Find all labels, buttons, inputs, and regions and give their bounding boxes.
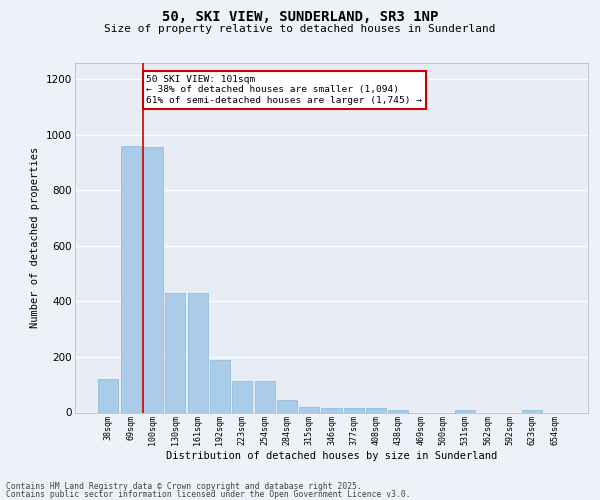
Text: 50, SKI VIEW, SUNDERLAND, SR3 1NP: 50, SKI VIEW, SUNDERLAND, SR3 1NP: [162, 10, 438, 24]
Bar: [366, 408, 386, 412]
X-axis label: Distribution of detached houses by size in Sunderland: Distribution of detached houses by size …: [166, 451, 497, 461]
Bar: [232, 380, 252, 412]
Bar: [522, 410, 542, 412]
Bar: [299, 407, 319, 412]
Bar: [254, 380, 275, 412]
Y-axis label: Number of detached properties: Number of detached properties: [31, 147, 40, 328]
Bar: [210, 360, 230, 412]
Bar: [165, 293, 185, 412]
Text: Contains HM Land Registry data © Crown copyright and database right 2025.: Contains HM Land Registry data © Crown c…: [6, 482, 362, 491]
Bar: [322, 408, 341, 412]
Text: Size of property relative to detached houses in Sunderland: Size of property relative to detached ho…: [104, 24, 496, 34]
Bar: [455, 410, 475, 412]
Bar: [143, 147, 163, 412]
Bar: [121, 146, 141, 412]
Bar: [98, 379, 118, 412]
Text: Contains public sector information licensed under the Open Government Licence v3: Contains public sector information licen…: [6, 490, 410, 499]
Bar: [344, 408, 364, 412]
Bar: [388, 410, 409, 412]
Bar: [277, 400, 297, 412]
Text: 50 SKI VIEW: 101sqm
← 38% of detached houses are smaller (1,094)
61% of semi-det: 50 SKI VIEW: 101sqm ← 38% of detached ho…: [146, 75, 422, 105]
Bar: [188, 293, 208, 412]
